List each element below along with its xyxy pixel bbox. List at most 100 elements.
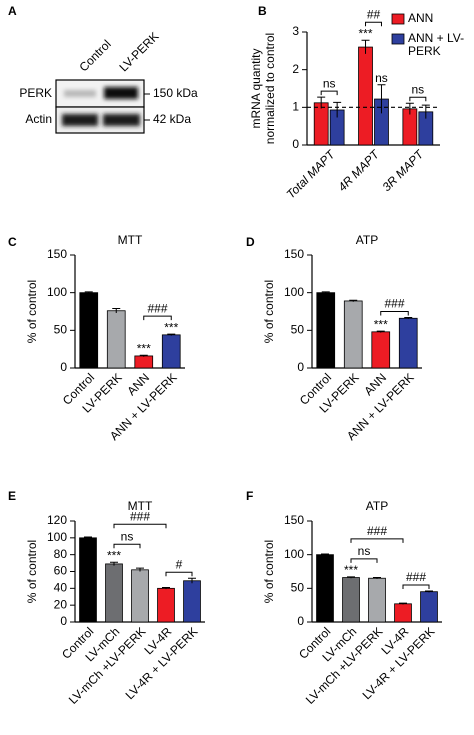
bar bbox=[79, 292, 99, 369]
error-bar bbox=[84, 536, 92, 539]
bracket-label: ns bbox=[358, 544, 371, 558]
bracket-label: ns bbox=[323, 76, 336, 90]
bar bbox=[398, 317, 418, 369]
y-tick-label: 100 bbox=[47, 285, 67, 299]
legend-entry: ANN bbox=[408, 12, 434, 25]
significance-bracket bbox=[350, 538, 404, 543]
chart-title: MTT bbox=[128, 499, 153, 513]
error-bar bbox=[139, 354, 148, 357]
bar bbox=[368, 577, 386, 623]
significance-bracket bbox=[320, 90, 338, 96]
bracket-label: ns bbox=[121, 529, 134, 543]
size-label: 42 kDa bbox=[153, 112, 191, 126]
panel-letter: F bbox=[246, 489, 253, 503]
bar bbox=[161, 334, 181, 369]
y-tick-label: 40 bbox=[54, 581, 68, 595]
significance-mark: *** bbox=[164, 320, 178, 334]
error-bar bbox=[321, 291, 330, 294]
error-bar bbox=[425, 590, 433, 593]
y-tick-label: 50 bbox=[291, 581, 305, 595]
y-tick-label: 150 bbox=[284, 513, 304, 527]
error-bar bbox=[373, 577, 381, 579]
error-bar bbox=[188, 577, 196, 584]
bar bbox=[106, 310, 126, 369]
y-tick-label: 0 bbox=[297, 614, 304, 628]
y-tick-label: 2 bbox=[292, 62, 299, 76]
significance-bracket bbox=[380, 311, 409, 316]
error-bar bbox=[377, 84, 386, 114]
y-axis-label: normalized to control bbox=[263, 33, 277, 144]
bracket-label: ### bbox=[147, 301, 167, 315]
panel-letter: B bbox=[258, 4, 267, 18]
error-bar bbox=[404, 317, 413, 320]
significance-mark: *** bbox=[344, 563, 358, 577]
y-axis-label: mRNA quantity bbox=[249, 48, 263, 128]
legend-swatch bbox=[391, 13, 405, 25]
x-tick-label: 3R MAPT bbox=[380, 146, 428, 194]
y-tick-label: 3 bbox=[292, 24, 299, 38]
bracket-label: ### bbox=[406, 570, 426, 584]
bar bbox=[316, 292, 336, 369]
y-tick-label: 150 bbox=[284, 247, 304, 261]
bar bbox=[183, 580, 201, 623]
error-bar bbox=[84, 291, 93, 294]
y-tick-label: 50 bbox=[54, 323, 68, 337]
y-tick-label: 100 bbox=[284, 547, 304, 561]
error-bar bbox=[112, 307, 121, 314]
chart-title: ATP bbox=[356, 233, 378, 247]
x-tick-label: 4R MAPT bbox=[335, 146, 383, 194]
bracket-label: # bbox=[176, 557, 183, 571]
error-bar bbox=[421, 104, 430, 119]
lane-label: Control bbox=[76, 37, 113, 74]
error-bar bbox=[399, 602, 407, 605]
panel-letter: E bbox=[8, 489, 16, 503]
panel-letter: C bbox=[8, 235, 17, 249]
bracket-label: ### bbox=[384, 297, 404, 311]
y-tick-label: 0 bbox=[292, 137, 299, 151]
bar bbox=[342, 577, 360, 623]
y-tick-label: 100 bbox=[47, 530, 67, 544]
bar bbox=[358, 46, 373, 146]
significance-bracket bbox=[350, 558, 378, 563]
y-tick-label: 0 bbox=[60, 614, 67, 628]
significance-bracket bbox=[113, 543, 141, 549]
significance-mark: *** bbox=[137, 341, 151, 355]
bar bbox=[79, 537, 97, 623]
y-axis-label: % of control bbox=[262, 280, 276, 343]
significance-bracket bbox=[365, 21, 382, 27]
significance-bracket bbox=[402, 584, 430, 590]
lane-label: LV-PERK bbox=[116, 29, 161, 74]
panel-letter: D bbox=[246, 235, 255, 249]
bracket-label: ### bbox=[130, 509, 150, 523]
error-bar bbox=[376, 330, 385, 333]
bracket-label: ## bbox=[367, 7, 381, 21]
significance-mark: *** bbox=[107, 548, 121, 562]
y-axis-label: % of control bbox=[262, 540, 276, 603]
y-tick-label: 0 bbox=[60, 360, 67, 374]
y-axis-label: % of control bbox=[25, 540, 39, 603]
significance-bracket bbox=[409, 96, 427, 102]
significance-mark: ns bbox=[375, 71, 388, 85]
error-bar bbox=[347, 576, 355, 579]
error-bar bbox=[136, 567, 144, 572]
significance-bracket bbox=[143, 315, 172, 321]
legend-entry: ANN + LV-PERK bbox=[408, 32, 464, 58]
bar bbox=[316, 554, 334, 623]
error-bar bbox=[162, 586, 170, 590]
error-bar bbox=[317, 96, 326, 109]
chart-title: MTT bbox=[118, 233, 143, 247]
y-tick-label: 80 bbox=[54, 547, 68, 561]
significance-mark: *** bbox=[374, 317, 388, 331]
legend-label: ANN bbox=[408, 12, 434, 25]
bar bbox=[313, 102, 329, 146]
chart-title: ATP bbox=[366, 499, 388, 513]
bar bbox=[131, 569, 149, 623]
bar bbox=[371, 331, 391, 369]
error-bar bbox=[405, 102, 414, 115]
error-bar bbox=[110, 561, 118, 566]
blot-image bbox=[55, 79, 145, 134]
error-bar bbox=[361, 39, 370, 54]
y-tick-label: 1 bbox=[292, 100, 299, 114]
y-tick-label: 100 bbox=[284, 285, 304, 299]
